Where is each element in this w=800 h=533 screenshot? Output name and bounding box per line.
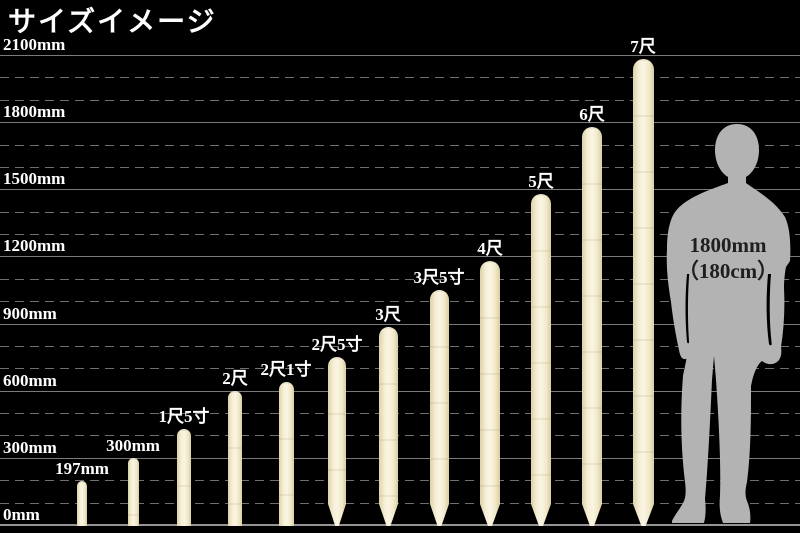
stake-shaft <box>279 382 294 526</box>
stake-bar <box>480 261 500 526</box>
stake-bar <box>77 481 87 526</box>
stake-shaft <box>379 327 398 504</box>
stake-label: 7尺 <box>630 37 656 56</box>
stake-label: 1尺5寸 <box>158 407 210 426</box>
grid-line-solid <box>0 391 800 392</box>
y-axis-tick-label: 1800mm <box>3 102 66 121</box>
stake-label: 2尺1寸 <box>260 360 312 379</box>
grid-line-dashed <box>0 435 800 436</box>
grid-line-dashed <box>0 368 800 369</box>
stake-pointed-tip <box>328 504 346 526</box>
stake-label: 3尺5寸 <box>413 268 465 287</box>
human-silhouette-shape <box>666 124 791 523</box>
y-axis-tick-label: 1500mm <box>3 169 66 188</box>
stake-label: 6尺 <box>579 105 605 124</box>
grid-line-dashed <box>0 503 800 504</box>
figure-height-mm: 1800mm <box>689 233 767 257</box>
grid-line-dashed <box>0 301 800 302</box>
stake-bar <box>279 382 294 526</box>
y-axis-tick-label: 2100mm <box>3 35 66 54</box>
grid-line-solid <box>0 458 800 459</box>
stake-shaft <box>633 59 654 504</box>
grid-line-solid <box>0 189 800 190</box>
stake-bar <box>531 194 551 526</box>
left-arm-gap-shadow <box>685 274 690 344</box>
page-title: サイズイメージ <box>8 7 217 38</box>
stake-shaft <box>582 127 602 504</box>
grid-line-solid <box>0 324 800 325</box>
stake-shaft <box>128 458 139 526</box>
stake-bar <box>379 327 398 526</box>
stake-label: 2尺 <box>222 369 248 388</box>
stake-pointed-tip <box>430 504 449 526</box>
stake-label: 300mm <box>106 436 160 455</box>
grid-line-dashed <box>0 100 800 101</box>
y-axis-tick-label: 300mm <box>3 438 57 457</box>
stake-pointed-tip <box>633 504 654 526</box>
stake-bar <box>228 391 242 526</box>
stake-bar <box>430 290 449 526</box>
grid-line-solid <box>0 55 800 56</box>
y-axis-tick-label: 1200mm <box>3 236 66 255</box>
stake-label: 5尺 <box>528 172 554 191</box>
stake-bar <box>177 429 191 526</box>
stake-shaft <box>177 429 191 526</box>
stake-shaft <box>531 194 551 504</box>
stake-label: 3尺 <box>375 305 401 324</box>
grid-line-dashed <box>0 77 800 78</box>
stake-pointed-tip <box>531 504 551 526</box>
grid-line-dashed <box>0 212 800 213</box>
ground-line <box>0 524 800 526</box>
grid-line-dashed <box>0 145 800 146</box>
grid-line-dashed <box>0 413 800 414</box>
stake-bar <box>633 59 654 526</box>
stake-shaft <box>77 481 87 526</box>
grid-line-dashed <box>0 480 800 481</box>
y-axis-tick-label: 0mm <box>3 505 40 524</box>
stake-label: 197mm <box>55 459 109 478</box>
y-axis-tick-label: 900mm <box>3 304 57 323</box>
figure-height-cm: （180cm） <box>677 259 779 283</box>
grid-line-dashed <box>0 234 800 235</box>
stake-shaft <box>480 261 500 504</box>
grid-line-dashed <box>0 346 800 347</box>
human-silhouette <box>663 124 793 524</box>
stake-shaft <box>430 290 449 504</box>
stake-pointed-tip <box>582 504 602 526</box>
stake-pointed-tip <box>379 504 398 526</box>
stake-bar <box>328 357 346 526</box>
stake-label: 4尺 <box>477 239 503 258</box>
grid-line-dashed <box>0 279 800 280</box>
stake-label: 2尺5寸 <box>311 335 363 354</box>
grid-line-solid <box>0 256 800 257</box>
right-arm-gap-shadow <box>766 274 772 346</box>
stake-pointed-tip <box>480 504 500 526</box>
stake-bar <box>582 127 602 526</box>
grid-line-dashed <box>0 167 800 168</box>
stake-shaft <box>228 391 242 526</box>
y-axis-tick-label: 600mm <box>3 371 57 390</box>
stake-shaft <box>328 357 346 504</box>
stake-bar <box>128 458 139 526</box>
figure-height-label: 1800mm （180cm） <box>663 232 793 284</box>
grid-line-solid <box>0 122 800 123</box>
